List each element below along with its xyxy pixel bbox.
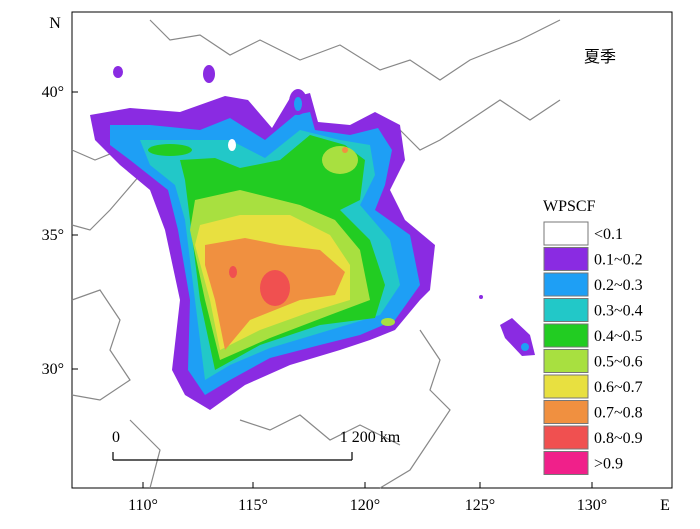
legend-swatch	[543, 247, 589, 271]
legend-label: 0.7~0.8	[594, 405, 643, 422]
contour-0.2	[294, 97, 302, 111]
north-label: N	[49, 15, 61, 32]
legend: <0.1 0.1~0.2 0.2~0.3 0.3~0.4 0.4~0.5 0.5~0.6 0…	[543, 221, 643, 475]
legend-swatch	[543, 323, 589, 348]
lon-label: 115°	[238, 497, 268, 514]
legend-swatch	[543, 374, 589, 399]
contour-0.8	[229, 266, 237, 278]
lat-label: 30°	[42, 361, 64, 378]
contour-0.4	[148, 144, 192, 156]
lon-label: 130°	[577, 497, 607, 514]
contour-0.1	[203, 65, 215, 83]
scale-bar	[112, 452, 353, 461]
wpscf-contours	[90, 65, 535, 410]
east-label: E	[660, 497, 670, 514]
lon-label: 120°	[350, 497, 380, 514]
legend-label: 0.4~0.5	[594, 328, 643, 345]
legend-swatch	[543, 400, 589, 424]
contour-0.1	[113, 66, 123, 78]
legend-swatch	[543, 349, 589, 373]
legend-swatch	[543, 272, 589, 297]
legend-label: 0.8~0.9	[594, 430, 643, 447]
contour-0.1	[479, 295, 483, 299]
boundaries	[71, 19, 561, 489]
legend-swatch	[543, 451, 589, 475]
scale-start: 0	[112, 429, 120, 446]
legend-swatch	[543, 425, 589, 450]
legend-swatch	[543, 221, 589, 246]
legend-label: >0.9	[594, 456, 623, 473]
contour-gap	[228, 139, 236, 151]
contour-0.2	[521, 343, 529, 351]
lat-label: 40°	[42, 84, 64, 101]
contour-0.5	[322, 146, 358, 174]
lon-label: 110°	[128, 497, 158, 514]
legend-label: 0.2~0.3	[594, 277, 643, 294]
legend-title: WPSCF	[543, 198, 596, 215]
legend-label: <0.1	[594, 226, 623, 243]
scale-end: 1 200 km	[340, 429, 401, 446]
legend-label: 0.3~0.4	[594, 303, 643, 320]
lon-label: 125°	[465, 497, 495, 514]
legend-label: 0.6~0.7	[594, 379, 643, 396]
lon-labels: 110° 115° 120° 125° 130°	[128, 497, 607, 514]
legend-label: 0.5~0.6	[594, 354, 643, 371]
season-title: 夏季	[584, 47, 616, 66]
contour-0.8	[260, 270, 290, 306]
legend-label: 0.1~0.2	[594, 252, 643, 269]
lat-label: 35°	[42, 227, 64, 244]
lat-labels: 40° 35° 30°	[42, 84, 64, 378]
contour-0.5	[381, 318, 395, 326]
legend-swatch	[543, 298, 589, 322]
contour-0.7	[342, 147, 348, 153]
